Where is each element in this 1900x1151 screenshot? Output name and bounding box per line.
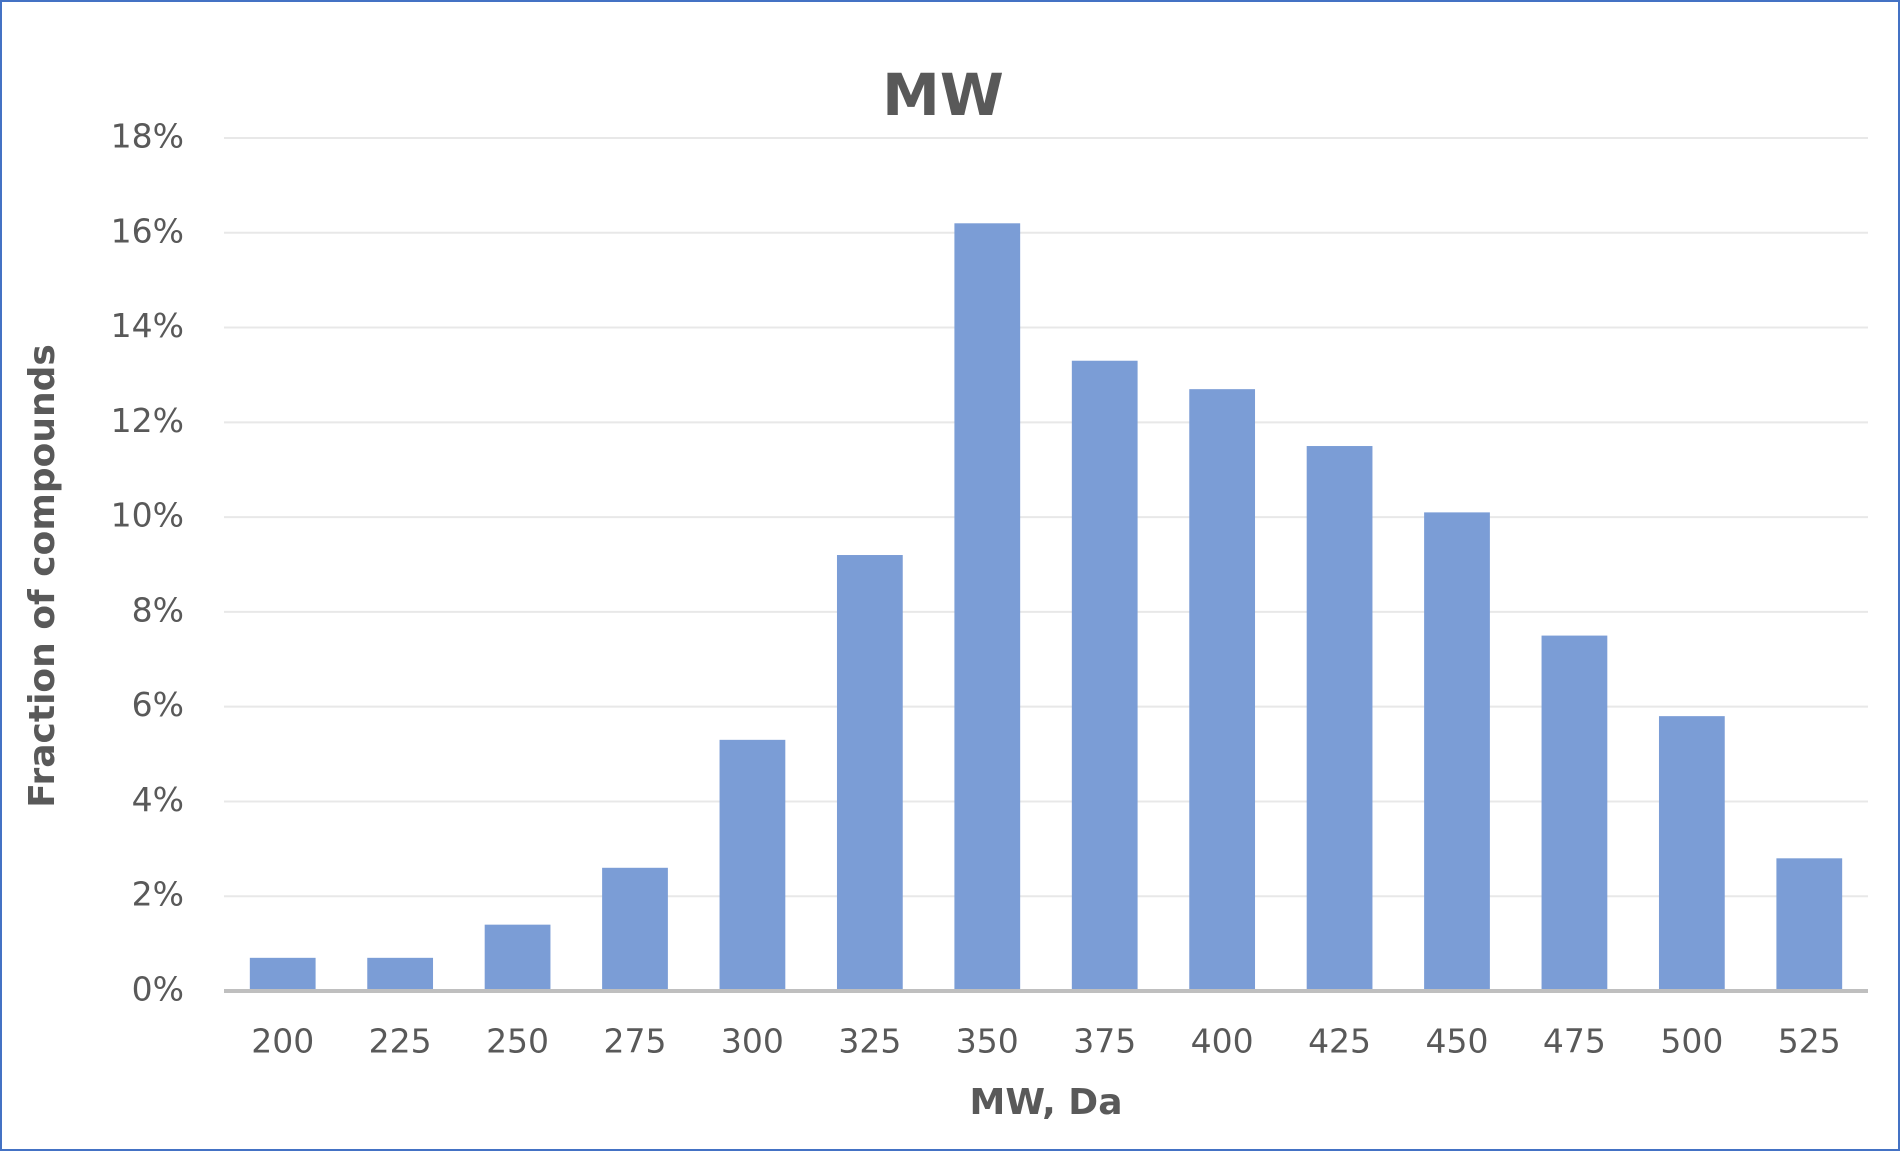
x-tick-label: 450 xyxy=(1426,1022,1489,1061)
y-axis-title: Fraction of compounds xyxy=(22,344,63,808)
x-tick-label: 375 xyxy=(1073,1022,1136,1061)
bar xyxy=(836,555,903,991)
y-tick-label: 0% xyxy=(132,970,184,1009)
x-tick-label: 325 xyxy=(838,1022,901,1061)
x-tick-label: 250 xyxy=(486,1022,549,1061)
x-tick-label: 225 xyxy=(369,1022,432,1061)
y-tick-label: 18% xyxy=(111,117,184,156)
bar xyxy=(1541,635,1608,991)
x-tick-label: 275 xyxy=(604,1022,667,1061)
x-tick-label: 525 xyxy=(1778,1022,1841,1061)
bar xyxy=(1424,512,1490,991)
y-tick-label: 2% xyxy=(132,875,184,914)
y-tick-label: 12% xyxy=(111,401,184,440)
bar xyxy=(249,957,316,991)
x-tick-label: 500 xyxy=(1660,1022,1723,1061)
bar xyxy=(1189,389,1256,991)
bar xyxy=(1306,446,1373,991)
bar xyxy=(1776,858,1843,991)
x-tick-label: 300 xyxy=(721,1022,784,1061)
x-tick-label: 400 xyxy=(1191,1022,1254,1061)
bar xyxy=(367,957,434,991)
x-axis-title: MW, Da xyxy=(970,1082,1123,1123)
x-tick-label: 475 xyxy=(1543,1022,1606,1061)
y-tick-label: 4% xyxy=(132,780,184,819)
bar xyxy=(1658,716,1725,991)
chart-title: MW xyxy=(882,61,1004,129)
y-tick-label: 16% xyxy=(111,211,184,250)
y-tick-label: 10% xyxy=(111,496,184,535)
bar xyxy=(954,223,1021,992)
bar xyxy=(484,924,551,991)
bar xyxy=(602,867,668,991)
x-tick-label: 425 xyxy=(1308,1022,1371,1061)
x-tick-label: 200 xyxy=(251,1022,314,1061)
y-tick-label: 6% xyxy=(132,685,184,724)
y-tick-label: 14% xyxy=(111,306,184,345)
bar xyxy=(719,739,786,991)
y-tick-label: 8% xyxy=(132,590,184,629)
x-tick-label: 350 xyxy=(956,1022,1019,1061)
bar xyxy=(1071,360,1138,991)
